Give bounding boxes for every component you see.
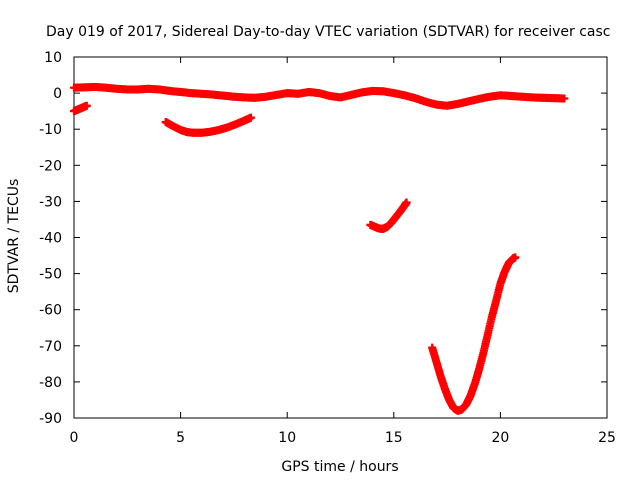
plot-border — [73, 56, 608, 419]
x-tick-label: 5 — [176, 430, 185, 446]
chart-title: Day 019 of 2017, Sidereal Day-to-day VTE… — [46, 24, 610, 40]
x-tick-label: 25 — [598, 430, 616, 446]
y-tick-label: -70 — [39, 339, 62, 355]
data-point — [511, 253, 520, 262]
y-axis: 10 0 -10 -20 -30 -40 -50 -60 -70 -80 -90 — [39, 50, 607, 427]
series-4 — [366, 198, 411, 233]
series-2 — [70, 82, 569, 110]
series-1 — [70, 101, 91, 116]
data-point — [560, 94, 569, 103]
data-point — [402, 198, 411, 207]
y-tick-label: 10 — [44, 50, 62, 66]
y-tick-label: -60 — [39, 303, 62, 319]
y-tick-label: -50 — [39, 267, 62, 283]
x-tick-label: 0 — [70, 430, 79, 446]
y-tick-label: 0 — [53, 86, 62, 102]
y-tick-label: -30 — [39, 194, 62, 210]
data-point — [82, 101, 91, 110]
x-tick-label: 10 — [278, 430, 296, 446]
series-3 — [161, 113, 255, 137]
plot-area-frame — [73, 56, 608, 419]
y-tick-label: -40 — [39, 231, 62, 247]
y-axis-title: SDTVAR / TECUs — [6, 179, 22, 294]
y-tick-label: -80 — [39, 375, 62, 391]
x-axis-title: GPS time / hours — [281, 459, 398, 475]
y-tick-label: -10 — [39, 122, 62, 138]
x-axis: 0 5 10 15 20 25 — [70, 57, 616, 446]
x-tick-label: 20 — [491, 430, 509, 446]
y-tick-label: -20 — [39, 158, 62, 174]
series-5 — [428, 253, 520, 415]
data-points — [70, 82, 569, 415]
y-tick-label: -90 — [39, 411, 62, 427]
x-tick-label: 15 — [385, 430, 403, 446]
data-point — [246, 113, 255, 122]
